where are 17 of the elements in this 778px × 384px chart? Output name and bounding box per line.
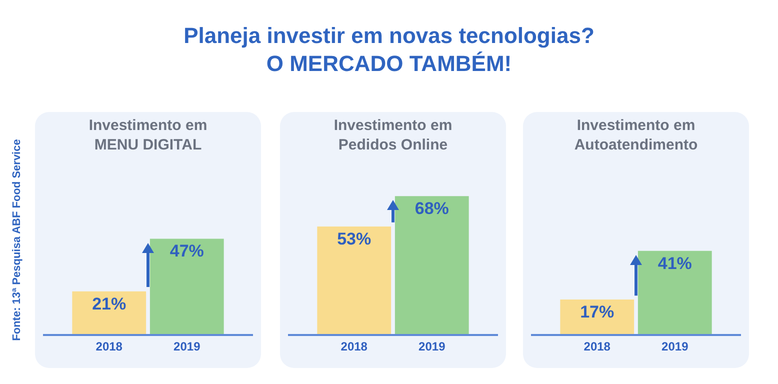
- x-tick-label: 2018: [96, 339, 123, 354]
- data-label: 41%: [658, 254, 692, 273]
- x-tick-label: 2018: [584, 339, 611, 354]
- x-tick-label: 2018: [340, 339, 368, 354]
- source-note: Fonte: 13ª Pesquisa ABF Food Service: [11, 139, 23, 341]
- x-tick-label: 2019: [174, 339, 201, 354]
- data-label: 21%: [92, 294, 126, 314]
- chart-title: Investimento em Autoatendimento: [574, 116, 698, 154]
- text: Planeja investir em novas tecnologias? O MERCADO TAMBÉM!: [182, 22, 596, 78]
- data-label: 53%: [337, 230, 372, 249]
- data-label: 68%: [414, 199, 449, 218]
- x-tick-label: 2019: [662, 339, 689, 354]
- data-label: 47%: [170, 242, 204, 261]
- chart-title: Investimento em MENU DIGITAL: [88, 116, 208, 154]
- chart-title: Investimento em Pedidos Online: [334, 116, 452, 154]
- x-tick-label: 2019: [418, 339, 446, 354]
- data-label: 17%: [580, 302, 614, 322]
